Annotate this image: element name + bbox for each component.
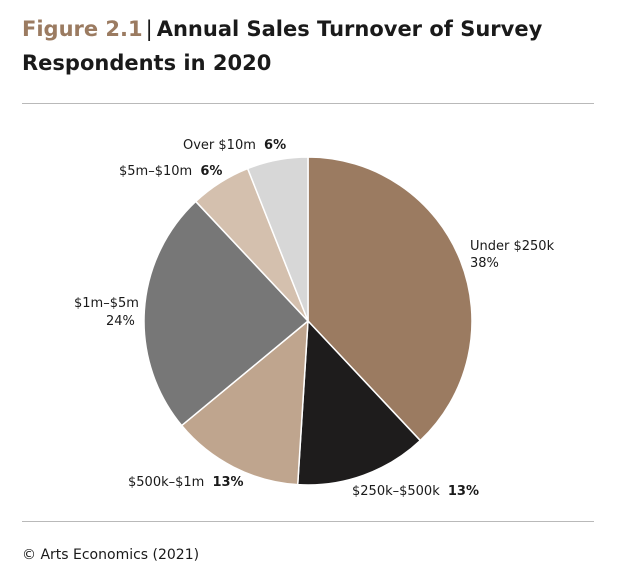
source-credit: © Arts Economics (2021) xyxy=(22,547,200,563)
pie-slice-250k-500k xyxy=(296,320,422,486)
slice-label-line: $5m–$10m 6% xyxy=(119,164,222,179)
slice-label-1m-5m: $1m–$5m 24% xyxy=(74,296,139,329)
title-line-2: Respondents in 2020 xyxy=(22,51,272,75)
slice-percent-label: 6% xyxy=(264,138,286,153)
slice-name-label: Under $250k xyxy=(470,239,555,254)
slice-name-label: $500k–$1m xyxy=(128,475,204,490)
slice-label-over-10m: Over $10m 6% xyxy=(183,138,286,153)
slice-percent-label: 38% xyxy=(470,256,499,271)
slice-label-line: $250k–$500k 13% xyxy=(352,484,479,499)
chart-title: Figure 2.1 | Annual Sales Turnover of Surv… xyxy=(22,12,592,80)
slice-name-label: $1m–$5m xyxy=(74,296,139,311)
slice-name-label: $5m–$10m xyxy=(119,164,192,179)
slice-percent-label: 24% xyxy=(106,314,135,329)
title-line-1: Annual Sales Turnover of Survey xyxy=(156,17,543,41)
slice-name-label: $250k–$500k xyxy=(352,484,440,499)
slice-percent-label: 13% xyxy=(448,484,479,499)
slice-label-under-250k: Under $250k 38% xyxy=(470,239,555,271)
slice-label-250k-500k: $250k–$500k 13% xyxy=(352,484,479,499)
slice-label-line: Over $10m 6% xyxy=(183,138,286,153)
slice-name-label: Over $10m xyxy=(183,138,256,153)
slice-label-line: $500k–$1m 13% xyxy=(128,475,244,490)
slice-percent-label: 6% xyxy=(200,164,222,179)
pie-slice-500k-1m xyxy=(180,320,309,486)
bottom-divider xyxy=(22,521,594,522)
pie-slice-1m-5m xyxy=(143,200,309,427)
figure-label: Figure 2.1 xyxy=(22,17,143,41)
pie-slice-over-10m xyxy=(246,156,309,322)
pie-slice-under-250k xyxy=(307,156,473,442)
slice-label-5m-10m: $5m–$10m 6% xyxy=(119,164,222,179)
slice-percent-label: 13% xyxy=(212,475,243,490)
pie-slices xyxy=(143,156,473,486)
top-divider xyxy=(22,103,594,104)
title-separator: | xyxy=(145,17,153,41)
slice-label-500k-1m: $500k–$1m 13% xyxy=(128,475,244,490)
